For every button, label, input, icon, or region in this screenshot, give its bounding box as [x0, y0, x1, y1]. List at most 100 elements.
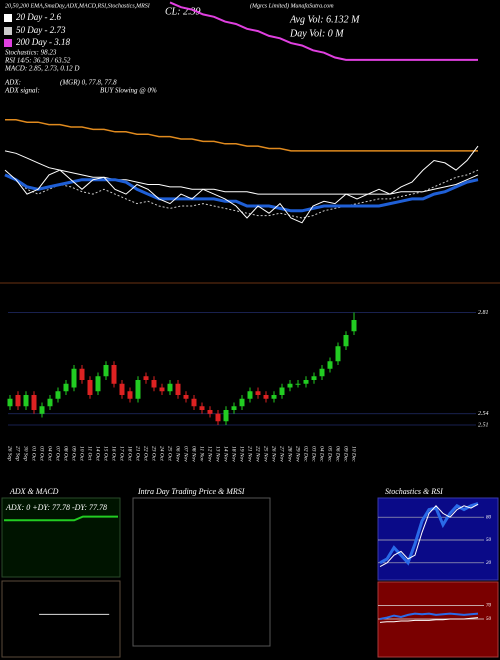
- candle-body: [23, 395, 29, 407]
- x-tick-label: 30 Sep: [23, 445, 29, 461]
- panel-title: Intra Day Trading Price & MRSI: [137, 487, 245, 496]
- x-tick-label: 04 Oct: [47, 446, 54, 461]
- x-tick-label: 08 Nov: [191, 446, 197, 462]
- legend-swatch: [4, 39, 12, 47]
- annotation: Avg Vol: 6.132 M: [289, 14, 360, 25]
- legend-swatch: [4, 27, 12, 35]
- candle-body: [135, 380, 141, 399]
- x-tick-label: 22 Nov: [255, 446, 261, 462]
- y-tick-label: 2.54: [478, 410, 489, 417]
- x-tick-label: 18 Oct: [127, 446, 133, 461]
- annotation: MACD: 2.85, 2.73, 0.12 D: [4, 65, 79, 73]
- candle-body: [191, 398, 197, 407]
- candle-body: [63, 383, 69, 392]
- candle-body: [303, 380, 309, 384]
- annotation: ADX signal:: [4, 87, 40, 95]
- annotation: 20,50,200 EMA,SmaDay,ADX,MACD,RSI,Stocha…: [5, 3, 151, 9]
- candle-body: [151, 380, 157, 388]
- x-tick-label: 07 Oct: [55, 446, 61, 461]
- x-tick-label: 02 Dec: [303, 446, 309, 462]
- annotation: ADX:: [4, 79, 21, 87]
- y-tick-label: 2.81: [478, 310, 489, 316]
- x-tick-label: 24 Oct: [159, 446, 166, 461]
- candle-body: [223, 410, 229, 422]
- x-tick-label: 28 Nov: [287, 446, 293, 462]
- x-tick-label: 29 Nov: [295, 446, 301, 462]
- candle-body: [31, 395, 37, 410]
- series-line: [4, 145, 479, 224]
- annotation: BUY Slowing @ 0%: [100, 87, 157, 95]
- annotation: (Mgrcs Limited) MunafaSutra.com: [250, 2, 334, 9]
- candle-body: [231, 406, 237, 410]
- candle-body: [215, 413, 221, 422]
- candle-body: [319, 368, 325, 377]
- candle-body: [55, 391, 61, 399]
- panel-frame: [1, 497, 121, 578]
- candle-body: [71, 368, 77, 388]
- x-tick-label: 11 Oct: [87, 446, 93, 461]
- series-line: [169, 1, 478, 61]
- candle-body: [271, 395, 277, 399]
- x-tick-label: 25 Nov: [263, 446, 269, 462]
- series-line: [379, 502, 479, 566]
- x-tick-label: 05 Dec: [327, 446, 333, 462]
- y-tick-label: 50: [486, 617, 492, 622]
- candle-body: [111, 365, 117, 384]
- series-line: [4, 150, 479, 195]
- series-line: [5, 119, 478, 152]
- x-tick-label: 10 Dec: [351, 446, 357, 462]
- x-tick-label: 08 Oct: [63, 446, 69, 461]
- panel-title: ADX & MACD: [9, 487, 59, 496]
- candle-body: [119, 383, 125, 395]
- series-line: [379, 612, 479, 620]
- x-tick-label: 09 Dec: [343, 446, 349, 462]
- annotation: ADX: 0 +DY: 77.78 -DY: 77.78: [5, 503, 107, 512]
- x-tick-label: 13 Nov: [215, 446, 221, 462]
- x-tick-label: 27 Nov: [279, 446, 285, 462]
- candle-body: [327, 361, 333, 369]
- candle-body: [335, 346, 341, 362]
- x-tick-label: 06 Nov: [175, 446, 181, 462]
- y-tick-label: 20: [486, 561, 492, 566]
- legend-label: 200 Day - 3.18: [16, 37, 70, 47]
- candle-body: [175, 383, 181, 395]
- y-tick-label: 2.51: [478, 422, 489, 428]
- candle-body: [87, 380, 93, 395]
- legend-label: 50 Day - 2.73: [16, 25, 66, 35]
- candle-body: [95, 376, 101, 392]
- candle-body: [15, 395, 21, 407]
- annotation: RSI 14/5: 36.28 / 63.52: [4, 57, 71, 65]
- x-tick-label: 01 Oct: [31, 446, 37, 461]
- x-tick-label: 15 Oct: [103, 446, 109, 461]
- x-tick-label: 03 Dec: [311, 446, 317, 462]
- x-tick-label: 27 Sep: [15, 446, 21, 461]
- x-tick-label: 26 Sep: [7, 446, 13, 461]
- panel-frame: [1, 580, 121, 658]
- candle-body: [239, 398, 245, 407]
- annotation: CL: 2.39: [165, 6, 201, 17]
- candle-body: [255, 391, 261, 395]
- candle-body: [247, 391, 253, 399]
- x-tick-label: 06 Dec: [335, 446, 341, 462]
- candle-body: [207, 410, 213, 414]
- candle-body: [199, 406, 205, 410]
- x-tick-label: 07 Nov: [183, 446, 189, 462]
- candle-body: [263, 395, 269, 399]
- candle-body: [343, 335, 349, 347]
- candle-body: [39, 406, 45, 414]
- candle-body: [279, 387, 285, 395]
- x-tick-label: 16 Oct: [111, 446, 117, 461]
- x-tick-label: 11 Nov: [199, 446, 205, 462]
- x-tick-label: 14 Oct: [95, 446, 102, 461]
- y-tick-label: 70: [486, 604, 492, 609]
- x-tick-label: 21 Oct: [135, 446, 141, 461]
- x-tick-label: 04 Dec: [319, 446, 326, 462]
- candle-body: [127, 391, 133, 399]
- candle-body: [295, 383, 301, 385]
- y-tick-label: 80: [486, 515, 492, 520]
- legend-swatch: [4, 14, 12, 22]
- x-tick-label: 26 Nov: [271, 446, 277, 462]
- series-line: [379, 617, 479, 623]
- candle-body: [143, 376, 149, 380]
